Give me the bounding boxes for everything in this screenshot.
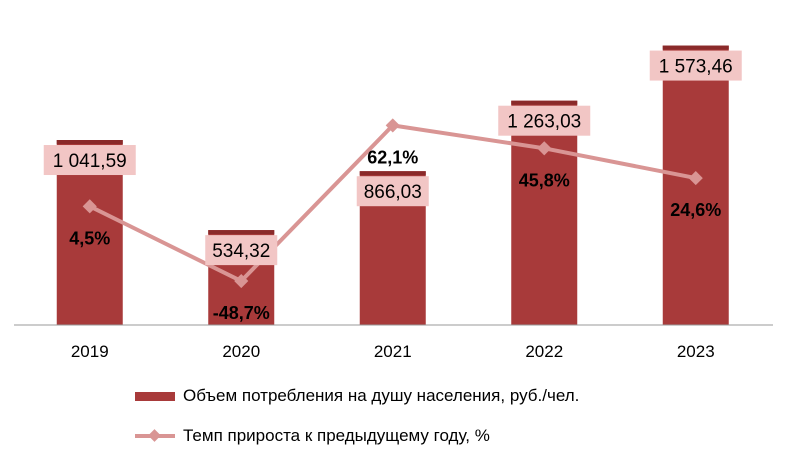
x-tick-label: 2019 <box>71 342 109 361</box>
legend-label-bars: Объем потребления на душу населения, руб… <box>183 386 580 405</box>
bar-value-label-bg <box>649 50 742 81</box>
line-marker <box>537 141 552 156</box>
bar <box>662 45 729 326</box>
bar-value-label-bg <box>43 145 136 176</box>
x-tick-label: 2020 <box>222 342 260 361</box>
x-tick-label: 2023 <box>677 342 715 361</box>
bar-value-label-bg <box>356 176 429 207</box>
bar-top-edge <box>56 140 123 145</box>
bar <box>511 100 578 325</box>
legend-item-line: Темп прироста к предыдущему году, % <box>135 426 490 446</box>
legend-line-swatch <box>135 429 175 443</box>
bar-top-edge <box>662 45 729 50</box>
bar-value-label: 1 041,59 <box>53 151 127 172</box>
bar-value-label: 534,32 <box>212 241 270 262</box>
bar-top-edge <box>511 100 578 105</box>
x-tick-label: 2021 <box>374 342 412 361</box>
bar-top-edge <box>359 171 426 176</box>
growth-value-label: 45,8% <box>519 170 570 190</box>
line-marker <box>385 118 400 133</box>
growth-value-label: -48,7% <box>213 303 270 323</box>
bar-value-label: 1 573,46 <box>659 57 733 78</box>
growth-value-label: 4,5% <box>69 228 110 248</box>
bar-top-edge <box>208 230 275 235</box>
legend-bar-swatch <box>135 391 175 401</box>
growth-value-label: 62,1% <box>367 147 418 167</box>
chart-plot: 2019 2020 2021 2022 2023 1 041,59 534,32 866,03… <box>14 45 773 361</box>
legend-label-line: Темп прироста к предыдущему году, % <box>183 426 490 445</box>
bar-value-label: 1 263,03 <box>507 112 581 133</box>
bar-value-label-bg <box>205 235 278 266</box>
x-tick-label: 2022 <box>525 342 563 361</box>
bar-value-label: 866,03 <box>364 182 422 203</box>
legend-item-bars: Объем потребления на душу населения, руб… <box>135 386 579 406</box>
bar-value-label-bg <box>498 105 591 136</box>
line-marker <box>234 273 249 289</box>
line-marker <box>688 171 703 186</box>
growth-value-label: 24,6% <box>670 200 721 220</box>
